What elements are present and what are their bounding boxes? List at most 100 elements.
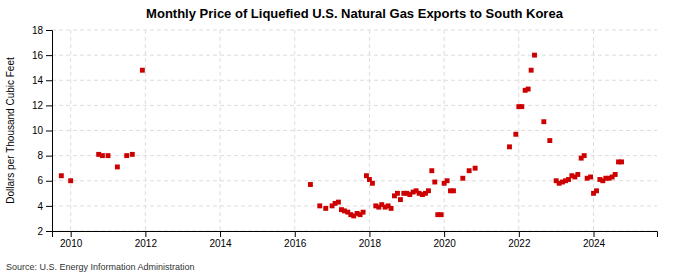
y-axis-line [46,31,53,232]
x-tick-mark [295,231,296,237]
y-grid-line [52,55,657,56]
point [582,153,587,158]
y-tick-mark [46,231,52,232]
x-tick: 2016 [284,231,307,249]
point [140,68,145,73]
annotation: Source: U.S. Energy Information Administ… [6,262,195,272]
y-tick-mark [46,206,52,207]
point [323,206,328,211]
y-axis-label: Dollars per Thousand Cubic Feet [5,57,16,204]
y-tick: 8 [37,150,52,161]
point [439,212,444,217]
y-tick-mark [46,80,52,81]
y-axis: 2 4 6 8 10 12 14 16 18 [32,25,53,237]
point [513,132,518,137]
point [395,191,400,196]
point [619,159,624,164]
x-tick: 2022 [508,231,531,249]
point [460,176,465,181]
y-tick: 14 [32,75,52,86]
x-tick-mark [519,231,520,237]
point [389,206,394,211]
point [575,172,580,177]
x-tick-label: 2018 [359,238,382,249]
chart: 2010 2012 2014 2016 2018 2020 2022 2024 2 4 6 8 10 12… [0,0,675,275]
x-tick: 2012 [135,231,158,249]
x-grid-line [518,30,519,231]
y-tick-mark [46,181,52,182]
x-tick: 2014 [209,231,232,249]
y-tick-mark [46,156,52,157]
x-tick-label: 2014 [209,238,232,249]
y-tick: 10 [32,125,52,136]
x-tick-mark [145,231,146,237]
point [594,188,599,193]
point [532,53,537,58]
grid [52,30,657,231]
point [336,200,341,205]
point [361,210,366,215]
x-axis-line [53,232,658,238]
point [507,144,512,149]
x-tick: 2018 [359,231,382,249]
x-tick-label: 2020 [434,238,457,249]
y-tick: 18 [32,25,52,36]
x-tick: 2010 [60,231,83,249]
y-grid-line [52,155,657,156]
y-grid-line [52,80,657,81]
x-tick-mark [369,231,370,237]
point [130,152,135,157]
y-tick: 16 [32,50,52,61]
x-tick: 2024 [583,231,606,249]
x-grid-line [294,30,295,231]
point [541,119,546,124]
point [370,181,375,186]
points [59,53,624,219]
y-tick: 4 [37,201,52,212]
y-tick-label: 10 [32,125,44,136]
point [529,68,534,73]
x-grid-line [444,30,445,231]
x-tick-mark [444,231,445,237]
y-tick-label: 18 [32,25,44,36]
y-grid-line [52,130,657,131]
y-tick-mark [46,105,52,106]
point [445,178,450,183]
y-grid-line [52,205,657,206]
point [308,182,313,187]
x-tick: 2020 [434,231,457,249]
y-tick-label: 14 [32,75,44,86]
y-tick-label: 16 [32,50,44,61]
y-tick-mark [46,30,52,31]
y-tick-label: 6 [37,175,43,186]
x-tick-label: 2012 [135,238,158,249]
x-grid-line [593,30,594,231]
point [317,203,322,208]
point [613,172,618,177]
y-tick-label: 12 [32,100,44,111]
point [68,178,73,183]
x-tick-label: 2022 [508,238,531,249]
y-tick: 6 [37,175,52,186]
x-tick-label: 2024 [583,238,606,249]
y-tick-label: 4 [37,201,43,212]
y-tick-label: 2 [37,226,43,237]
y-grid-line [52,105,657,106]
point [473,166,478,171]
point [100,153,105,158]
point [398,197,403,202]
title: Monthly Price of Liquefied U.S. Natural … [146,6,564,21]
point [588,175,593,180]
x-grid-line [369,30,370,231]
x-tick-mark [71,231,72,237]
x-grid-line [70,30,71,231]
point [426,188,431,193]
point [59,173,64,178]
y-grid-line [52,30,657,31]
y-tick-label: 8 [37,150,43,161]
point [106,153,111,158]
point [451,188,456,193]
x-grid-line [145,30,146,231]
x-tick-label: 2016 [284,238,307,249]
point [115,164,120,169]
